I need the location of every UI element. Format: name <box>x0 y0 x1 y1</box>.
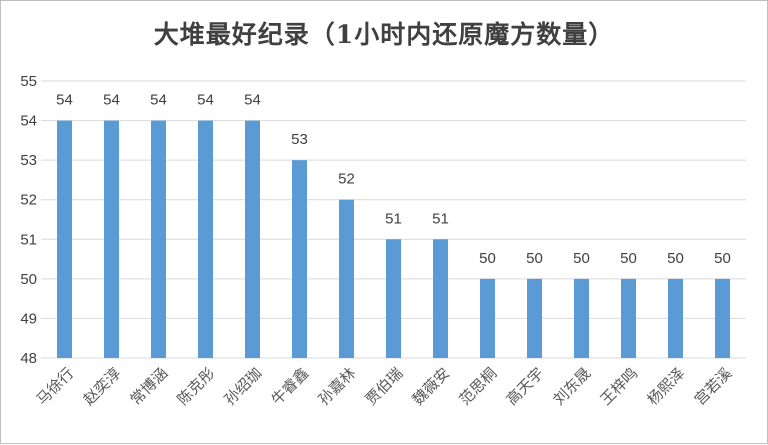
data-labels: 54 54 54 54 54 53 52 51 51 50 50 50 50 50 50 <box>56 92 731 267</box>
bar <box>527 278 542 358</box>
data-label: 50 <box>526 250 543 267</box>
x-tick-label: 高天宇 <box>503 364 548 409</box>
x-axis: 马徐行 赵奕淳 常博涵 陈克彤 孙绍珈 牛睿鑫 孙嘉林 贾伯瑞 魏薇安 范思桐 高天宇 刘东晟 王梓鸣杨… <box>33 364 736 409</box>
data-label: 52 <box>338 171 355 188</box>
y-tick-label: 53 <box>20 152 37 169</box>
bar <box>151 120 166 358</box>
bar <box>621 278 636 358</box>
data-label: 51 <box>432 210 449 227</box>
y-tick-label: 52 <box>20 192 37 209</box>
y-axis: 48 49 50 51 52 53 54 55 <box>20 73 37 367</box>
data-label: 50 <box>667 250 684 267</box>
data-label: 54 <box>244 92 261 109</box>
x-tick-label: 牛睿鑫 <box>268 364 313 409</box>
chart-title: 大堆最好纪录（1小时内还原魔方数量） <box>153 20 615 49</box>
data-label: 50 <box>479 250 496 267</box>
y-tick-label: 55 <box>20 73 37 90</box>
y-tick-label: 49 <box>20 310 37 327</box>
x-tick-label: 常博涵 <box>127 364 172 409</box>
x-tick-label: 刘东晟 <box>550 364 595 409</box>
x-tick-label: 杨熙泽 <box>644 364 689 409</box>
x-tick-label: 魏薇安 <box>409 364 454 409</box>
x-tick-label: 陈克彤 <box>174 364 219 409</box>
data-label: 54 <box>56 92 73 109</box>
data-label: 51 <box>385 210 402 227</box>
bar <box>245 120 260 358</box>
bar <box>574 278 589 358</box>
bar <box>480 278 495 358</box>
y-tick-label: 48 <box>20 350 37 367</box>
bar <box>198 120 213 358</box>
data-label: 53 <box>291 131 308 148</box>
bar <box>386 239 401 358</box>
x-tick-label: 孙绍珈 <box>221 364 266 409</box>
bar-series <box>57 120 730 358</box>
x-tick-label: 马徐行 <box>33 364 78 409</box>
x-tick-label: 赵奕淳 <box>80 364 125 409</box>
y-tick-label: 54 <box>20 113 37 130</box>
bar <box>57 120 72 358</box>
x-tick-label: 宫若溪 <box>691 364 736 409</box>
data-label: 54 <box>150 92 167 109</box>
x-tick-label: 贾伯瑞 <box>362 364 407 409</box>
x-tick-label: 孙嘉林 <box>315 364 360 409</box>
data-label: 50 <box>573 250 590 267</box>
bar <box>339 199 354 358</box>
bar <box>104 120 119 358</box>
x-tick-label: 王梓鸣 <box>597 364 642 409</box>
y-tick-label: 51 <box>20 231 37 248</box>
y-tick-label: 50 <box>20 271 37 288</box>
bar <box>668 278 683 358</box>
x-tick-label: 范思桐 <box>456 364 501 409</box>
data-label: 54 <box>103 92 120 109</box>
data-label: 54 <box>197 92 214 109</box>
data-label: 50 <box>620 250 637 267</box>
bar <box>433 239 448 358</box>
data-label: 50 <box>714 250 731 267</box>
bar <box>715 278 730 358</box>
bar <box>292 160 307 358</box>
